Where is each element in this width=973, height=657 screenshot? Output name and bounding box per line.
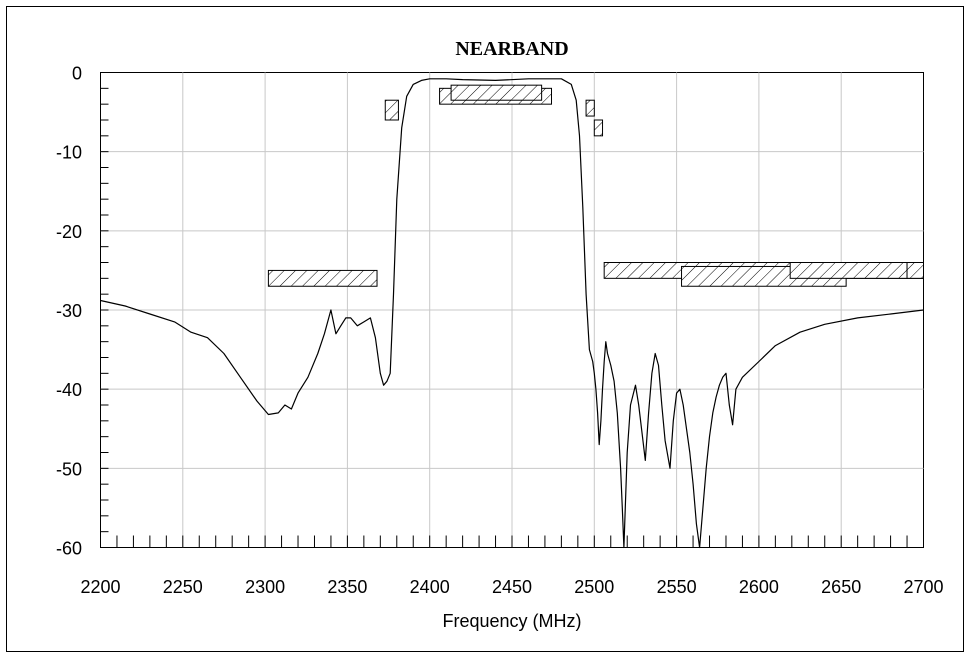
series-layer bbox=[100, 78, 924, 549]
y-tick-label: -10 bbox=[56, 143, 82, 163]
y-tick-labels: 0 -10 -20 -30 -40 -50 -60 bbox=[56, 64, 82, 559]
x-tick-label: 2600 bbox=[739, 577, 779, 597]
x-tick-label: 2550 bbox=[657, 577, 697, 597]
spec-mask bbox=[593, 119, 604, 137]
x-tick-label: 2450 bbox=[492, 577, 532, 597]
axis-ticks bbox=[100, 87, 908, 548]
chart-title: NEARBAND bbox=[455, 38, 568, 60]
spec-mask bbox=[384, 99, 399, 121]
x-tick-label: 2400 bbox=[410, 577, 450, 597]
x-tick-label: 2700 bbox=[903, 577, 943, 597]
response-curve bbox=[100, 78, 924, 549]
y-tick-label: -20 bbox=[56, 222, 82, 242]
spec-mask bbox=[450, 84, 543, 101]
spec-mask bbox=[789, 262, 908, 279]
x-axis-label: Frequency (MHz) bbox=[442, 611, 581, 631]
y-tick-label: -30 bbox=[56, 301, 82, 321]
spec-masks bbox=[267, 84, 925, 287]
grid-lines bbox=[100, 72, 924, 548]
x-tick-label: 2500 bbox=[574, 577, 614, 597]
x-tick-label: 2200 bbox=[80, 577, 120, 597]
y-tick-label: -50 bbox=[56, 459, 82, 479]
spec-mask bbox=[267, 269, 378, 287]
x-tick-label: 2300 bbox=[245, 577, 285, 597]
spec-mask bbox=[585, 99, 595, 117]
y-tick-label: 0 bbox=[72, 64, 82, 84]
y-tick-label: -60 bbox=[56, 539, 82, 559]
x-tick-labels: 2200 2250 2300 2350 2400 2450 2500 2550 2600 2650… bbox=[80, 577, 943, 597]
x-tick-label: 2350 bbox=[327, 577, 367, 597]
spec-mask bbox=[906, 262, 924, 279]
y-tick-label: -40 bbox=[56, 380, 82, 400]
x-tick-label: 2650 bbox=[821, 577, 861, 597]
x-tick-label: 2250 bbox=[163, 577, 203, 597]
